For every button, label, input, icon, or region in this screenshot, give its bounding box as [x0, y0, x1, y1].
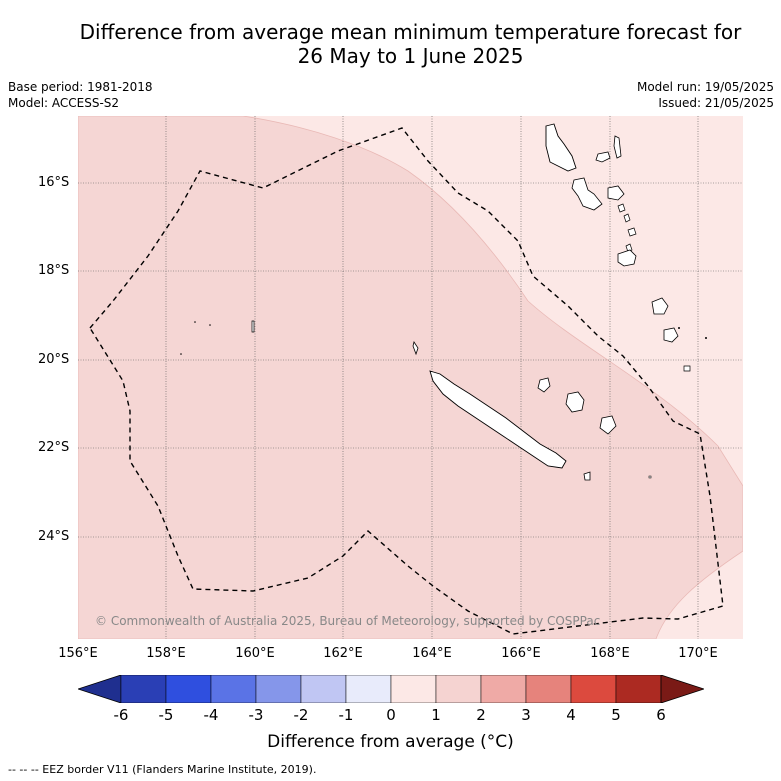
colorbar-tick: -4 [203, 706, 219, 724]
colorbar-label: Difference from average (°C) [267, 732, 514, 752]
gridlines [78, 116, 743, 639]
colorbar-tick: -5 [158, 706, 174, 724]
new-caledonia-island [429, 370, 567, 469]
colorbar-segment [210, 674, 257, 704]
isle-of-pines [583, 471, 591, 481]
map-area [78, 116, 743, 639]
erromango-island [617, 249, 637, 267]
islet-dot [678, 327, 680, 329]
colorbar-segment [570, 674, 617, 704]
belep-islands [412, 341, 419, 356]
base-period: Base period: 1981-2018 [8, 80, 153, 94]
shepherd-islands [623, 213, 631, 223]
colorbar-svg [76, 674, 706, 704]
lat-label-18s: 18°S [38, 263, 70, 278]
lon-label-168e: 168°E [590, 646, 630, 661]
lifou-island [565, 391, 585, 413]
colorbar-segment [255, 674, 302, 704]
title-line-2: 26 May to 1 June 2025 [297, 44, 524, 68]
lat-label-20s: 20°S [38, 352, 70, 367]
efate-island [627, 227, 637, 237]
colorbar-segment [390, 674, 437, 704]
model-run: Model run: 19/05/2025 [636, 80, 774, 94]
eez-footnote: -- -- -- EEZ border V11 (Flanders Marine… [8, 763, 317, 776]
colorbar-tick: 2 [476, 706, 486, 724]
pentecost-island [613, 135, 622, 159]
colorbar-segment [525, 674, 572, 704]
matthew-island [683, 365, 691, 372]
colorbar-tick: 1 [431, 706, 441, 724]
colorbar [76, 674, 706, 704]
colorbar-tick: -1 [338, 706, 354, 724]
islet [648, 475, 652, 479]
lon-label-158e: 158°E [146, 646, 186, 661]
chart-title: Difference from average mean minimum tem… [0, 20, 781, 68]
maewo-island [595, 151, 611, 163]
colorbar-tick: -3 [248, 706, 264, 724]
copyright-text: © Commonwealth of Australia 2025, Bureau… [95, 614, 601, 628]
anomaly-band-1-2 [78, 116, 743, 639]
lon-label-170e: 170°E [678, 646, 718, 661]
epi-island [617, 203, 626, 213]
colorbar-segment [435, 674, 482, 704]
meta-right: Model run: 19/05/2025 Issued: 21/05/2025 [637, 79, 774, 111]
lon-label-162e: 162°E [323, 646, 363, 661]
colorbar-tick: -2 [293, 706, 309, 724]
colorbar-segment [300, 674, 347, 704]
ambrym-island [607, 185, 625, 201]
title-line-1: Difference from average mean minimum tem… [79, 20, 742, 44]
lat-label-16s: 16°S [38, 175, 70, 190]
colorbar-tick: 0 [386, 706, 396, 724]
lon-label-156e: 156°E [58, 646, 98, 661]
colorbar-tick: 3 [521, 706, 531, 724]
colorbar-extend-low [76, 674, 122, 704]
islet-dot [194, 321, 196, 323]
aneityum-island [663, 327, 679, 343]
mare-island [599, 415, 617, 435]
meta-left: Base period: 1981-2018 Model: ACCESS-S2 [8, 79, 153, 111]
colorbar-tick: 4 [566, 706, 576, 724]
colorbar-segment [120, 674, 167, 704]
colorbar-tick: 6 [656, 706, 666, 724]
malekula-island [571, 177, 603, 211]
chesterfield-islets [251, 320, 255, 333]
colorbar-segment [345, 674, 392, 704]
lon-label-160e: 160°E [235, 646, 275, 661]
lon-label-166e: 166°E [501, 646, 541, 661]
islet-dot [705, 337, 707, 339]
model-name: Model: ACCESS-S2 [8, 96, 120, 110]
colorbar-extend-high [660, 674, 706, 704]
issued-date: Issued: 21/05/2025 [658, 96, 774, 110]
colorbar-segment [165, 674, 212, 704]
lon-label-164e: 164°E [412, 646, 452, 661]
islet-dot [180, 353, 182, 355]
lat-label-24s: 24°S [38, 529, 70, 544]
colorbar-segment [480, 674, 527, 704]
islet-dot [209, 324, 211, 326]
colorbar-segment [615, 674, 662, 704]
colorbar-tick: -6 [113, 706, 129, 724]
eez-border [89, 127, 724, 635]
colorbar-tick: 5 [611, 706, 621, 724]
espiritu-santo-island [545, 123, 577, 172]
ouvea-island [537, 377, 551, 393]
map-svg [78, 116, 743, 639]
lat-label-22s: 22°S [38, 440, 70, 455]
tanna-island [651, 297, 669, 315]
